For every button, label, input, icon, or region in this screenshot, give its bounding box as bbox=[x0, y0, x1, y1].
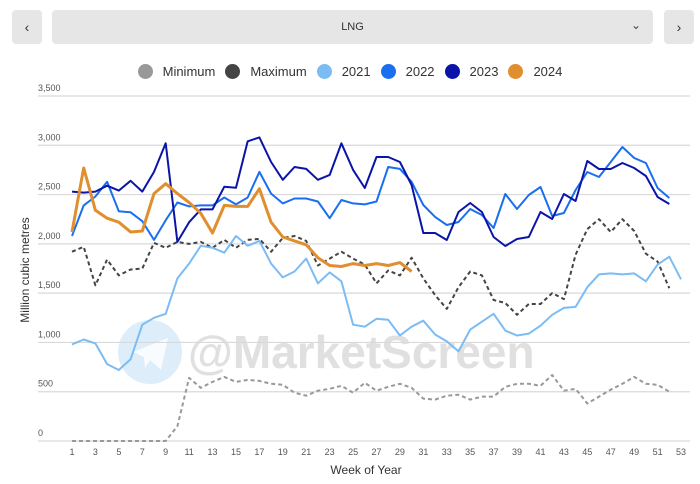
legend-label: Maximum bbox=[250, 64, 307, 79]
x-tick-label: 13 bbox=[208, 447, 218, 457]
legend-item-maximum[interactable]: Maximum bbox=[225, 64, 307, 79]
y-tick-label: 3,000 bbox=[38, 132, 61, 142]
legend-label: 2024 bbox=[533, 64, 563, 79]
series-line-2021 bbox=[71, 235, 682, 371]
watermark-text: @MarketScreen bbox=[188, 326, 535, 378]
legend-item-2024[interactable]: 2024 bbox=[508, 64, 562, 79]
y-axis-label: Million cubic metres bbox=[18, 217, 32, 322]
legend-marker-icon bbox=[137, 64, 153, 79]
y-tick-label: 2,500 bbox=[38, 182, 61, 192]
legend-item-2021[interactable]: 2021 bbox=[316, 64, 371, 79]
x-tick-label: 39 bbox=[512, 447, 522, 457]
series-line-2023 bbox=[71, 136, 670, 247]
legend-item-minimum[interactable]: Minimum bbox=[137, 64, 216, 79]
y-tick-label: 2,000 bbox=[38, 231, 61, 241]
x-tick-label: 51 bbox=[653, 447, 663, 457]
x-tick-label: 53 bbox=[676, 447, 686, 457]
dropdown-value: LNG bbox=[341, 21, 364, 33]
x-tick-label: 41 bbox=[535, 447, 545, 457]
x-tick-label: 23 bbox=[325, 447, 335, 457]
x-tick-label: 27 bbox=[371, 447, 381, 457]
x-tick-label: 5 bbox=[116, 447, 121, 457]
x-tick-label: 37 bbox=[489, 447, 499, 457]
series-line-minimum bbox=[72, 374, 670, 442]
legend-marker-icon bbox=[316, 64, 332, 79]
paper-plane-icon bbox=[133, 338, 168, 370]
series-dropdown[interactable]: LNG ⌄ bbox=[52, 10, 653, 44]
series-line-2024 bbox=[70, 166, 413, 273]
x-tick-label: 47 bbox=[606, 447, 616, 457]
legend-marker-icon bbox=[508, 64, 524, 79]
x-tick-label: 7 bbox=[140, 447, 145, 457]
x-tick-label: 1 bbox=[69, 447, 74, 457]
legend-label: 2022 bbox=[405, 64, 435, 79]
legend-label: Minimum bbox=[162, 64, 216, 79]
x-tick-label: 31 bbox=[418, 447, 428, 457]
legend-marker-icon bbox=[225, 64, 241, 79]
legend-label: 2023 bbox=[469, 64, 499, 79]
y-tick-label: 0 bbox=[38, 428, 43, 438]
series-line-maximum bbox=[71, 218, 671, 316]
x-tick-label: 15 bbox=[231, 447, 241, 457]
chevron-right-icon: › bbox=[676, 19, 682, 35]
y-tick-label: 500 bbox=[38, 379, 53, 389]
next-button[interactable]: › bbox=[664, 10, 694, 44]
x-tick-label: 3 bbox=[93, 447, 98, 457]
x-tick-label: 9 bbox=[163, 447, 168, 457]
previous-button[interactable]: ‹ bbox=[12, 10, 42, 44]
x-tick-label: 17 bbox=[254, 447, 264, 457]
legend-item-2022[interactable]: 2022 bbox=[380, 64, 435, 79]
x-tick-label: 45 bbox=[582, 447, 592, 457]
legend-item-2023[interactable]: 2023 bbox=[444, 64, 499, 79]
x-axis-label: Week of Year bbox=[330, 463, 401, 477]
legend-marker-icon bbox=[380, 64, 396, 79]
x-tick-label: 21 bbox=[301, 447, 311, 457]
y-tick-label: 1,500 bbox=[38, 280, 61, 290]
chevron-down-icon: ⌄ bbox=[630, 18, 641, 32]
y-tick-label: 1,000 bbox=[38, 329, 61, 339]
chevron-left-icon: ‹ bbox=[24, 19, 30, 35]
x-tick-label: 43 bbox=[559, 447, 569, 457]
x-tick-label: 33 bbox=[442, 447, 452, 457]
x-tick-label: 19 bbox=[278, 447, 288, 457]
legend-marker-icon bbox=[444, 64, 460, 79]
chart-legend: Minimum Maximum 2021 2022 2023 2024 bbox=[0, 64, 700, 79]
y-tick-label: 3,500 bbox=[38, 83, 61, 93]
x-tick-label: 49 bbox=[629, 447, 639, 457]
x-tick-label: 11 bbox=[184, 447, 193, 457]
watermark: @MarketScreen bbox=[118, 320, 535, 384]
series-line-2022 bbox=[71, 146, 670, 241]
x-tick-label: 35 bbox=[465, 447, 475, 457]
x-tick-label: 25 bbox=[348, 447, 358, 457]
legend-label: 2021 bbox=[341, 64, 371, 79]
x-tick-label: 29 bbox=[395, 447, 405, 457]
